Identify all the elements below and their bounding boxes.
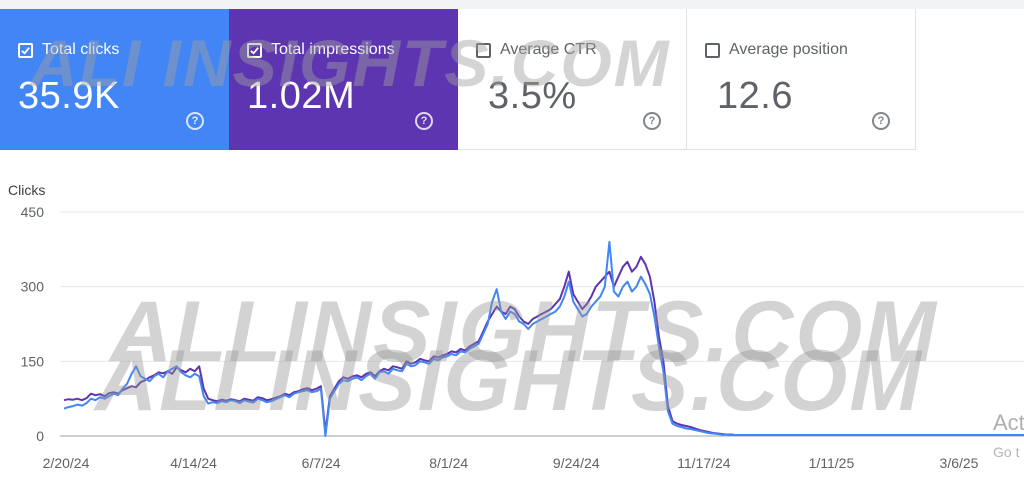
series-line-2 xyxy=(63,240,1024,437)
help-icon[interactable]: ? xyxy=(643,112,661,130)
checkbox-unchecked-icon[interactable] xyxy=(476,42,491,58)
help-icon[interactable]: ? xyxy=(872,112,890,130)
checkbox-unchecked-icon[interactable] xyxy=(705,42,720,58)
card-value: 35.9K xyxy=(18,75,120,117)
metric-cards: Total clicks 35.9K ? Total impressions 1… xyxy=(0,9,916,150)
x-tick-label: 2/20/24 xyxy=(43,455,90,471)
y-tick-label: 450 xyxy=(21,204,45,220)
card-label-row: Average position xyxy=(705,41,848,59)
card-value: 1.02M xyxy=(247,75,356,117)
card-label: Average position xyxy=(729,41,848,58)
card-value: 3.5% xyxy=(488,75,577,117)
activation-overlay-subtitle: Go t xyxy=(993,444,1020,460)
x-tick-label: 3/6/25 xyxy=(940,455,979,471)
card-label: Total clicks xyxy=(42,41,120,58)
x-tick-label: 9/24/24 xyxy=(553,455,600,471)
activation-overlay-title: Act xyxy=(993,410,1024,435)
checkbox-checked-icon[interactable] xyxy=(18,42,33,58)
card-value: 12.6 xyxy=(717,75,793,117)
x-tick-label: 11/17/24 xyxy=(677,455,731,471)
help-icon[interactable]: ? xyxy=(186,112,204,130)
y-tick-label: 300 xyxy=(21,279,45,295)
card-label: Total impressions xyxy=(271,41,395,58)
x-tick-label: 6/7/24 xyxy=(302,455,341,471)
card-label: Average CTR xyxy=(500,41,597,58)
x-tick-label: 8/1/24 xyxy=(429,455,468,471)
help-icon[interactable]: ? xyxy=(415,112,433,130)
checkbox-checked-icon[interactable] xyxy=(247,42,262,58)
card-label-row: Average CTR xyxy=(476,41,597,59)
card-label-row: Total impressions xyxy=(247,41,395,59)
clicks-line-chart: Clicks 0 150 300 450 2/20/24 4/14/24 6/7/24 8/1/… xyxy=(8,182,1024,471)
series-line-1 xyxy=(63,255,1024,436)
y-axis-title: Clicks xyxy=(8,182,45,198)
card-label-row: Total clicks xyxy=(18,41,119,59)
x-tick-label: 4/14/24 xyxy=(170,455,217,471)
card-total-impressions[interactable]: Total impressions 1.02M ? xyxy=(229,9,458,150)
x-tick-label: 1/11/25 xyxy=(809,455,855,471)
y-tick-label: 150 xyxy=(21,353,45,369)
y-tick-label: 0 xyxy=(36,428,44,444)
top-strip xyxy=(0,0,1024,9)
card-average-position[interactable]: Average position 12.6 ? xyxy=(687,9,916,150)
card-total-clicks[interactable]: Total clicks 35.9K ? xyxy=(0,9,229,150)
card-average-ctr[interactable]: Average CTR 3.5% ? xyxy=(458,9,687,150)
